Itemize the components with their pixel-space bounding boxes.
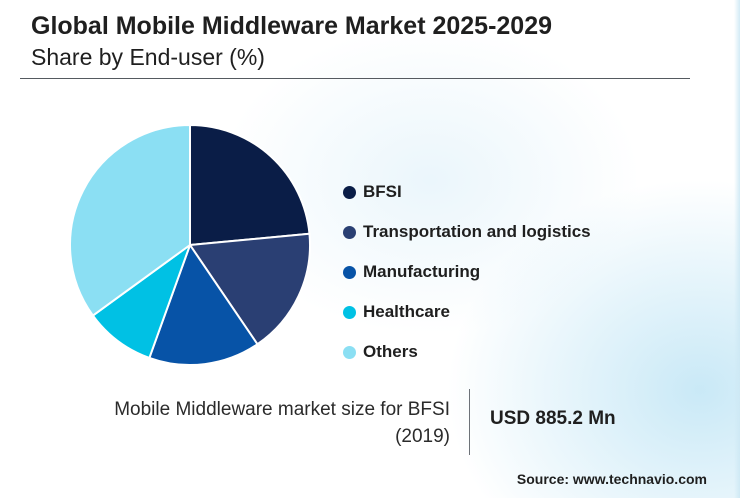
legend-swatch-bfsi [343, 185, 356, 199]
legend-swatch-others [343, 345, 356, 359]
pie-slice-others [69, 124, 191, 317]
pie-slice-manufacturing [148, 244, 259, 366]
market-size-caption: Mobile Middleware market size for BFSI (… [114, 399, 450, 447]
title-divider [20, 78, 690, 79]
edge-shade [734, 0, 740, 498]
legend-item-bfsi: BFSI [343, 172, 591, 212]
legend-swatch-manufacturing [343, 265, 356, 279]
source-credit: Source: www.technavio.com [516, 471, 707, 487]
legend-label-transportation: Transportation and logistics [363, 222, 591, 241]
legend-item-transportation: Transportation and logistics [343, 212, 591, 252]
legend-item-others: Others [343, 332, 591, 372]
pie-slice-transportation [189, 232, 311, 346]
legend-swatch-transportation [343, 225, 356, 239]
chart-title: Global Mobile Middleware Market 2025-202… [31, 12, 553, 40]
legend-label-bfsi: BFSI [363, 182, 402, 201]
legend-label-others: Others [363, 342, 418, 361]
legend: BFSI Transportation and logistics Manufa… [343, 172, 591, 372]
chart-subtitle: Share by End-user (%) [31, 44, 265, 70]
legend-label-manufacturing: Manufacturing [363, 262, 481, 281]
pie-slice-bfsi [189, 124, 311, 246]
legend-item-manufacturing: Manufacturing [343, 252, 591, 292]
legend-item-healthcare: Healthcare [343, 292, 591, 332]
market-size-value: USD 885.2 Mn [490, 408, 616, 429]
legend-swatch-healthcare [343, 305, 356, 319]
legend-label-healthcare: Healthcare [363, 302, 450, 321]
stat-divider [469, 389, 470, 455]
